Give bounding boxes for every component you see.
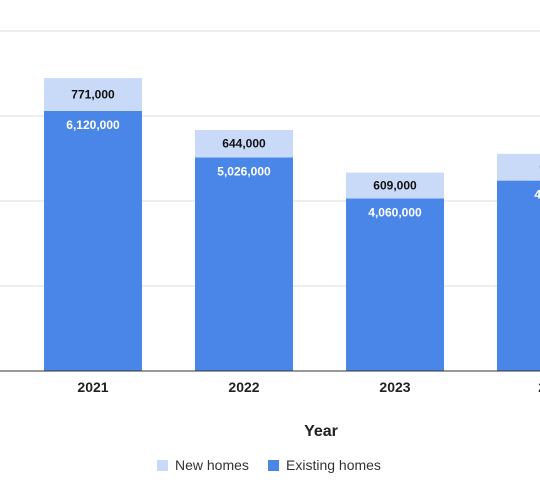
data-label-new-homes-2021: 771,000 [71,88,115,102]
bar-existing-homes-2023 [346,198,444,371]
data-label-existing-homes-2023: 4,060,000 [368,205,422,219]
bar-new-homes-2024 [497,153,540,181]
legend-label-existing-homes: Existing homes [286,457,381,473]
data-label-new-homes-2022: 644,000 [222,137,266,151]
x-tick-label-2023: 2023 [379,379,410,395]
x-tick-label-2021: 2021 [77,379,108,395]
legend-swatch-new-homes [157,460,168,471]
data-label-new-homes-2023: 609,000 [373,179,417,193]
data-label-existing-homes-2024: 4,48 [534,188,540,202]
bar-existing-homes-2024 [497,180,540,371]
legend: New homes Existing homes [157,457,381,473]
bar-existing-homes-2022 [195,157,293,371]
data-label-existing-homes-2022: 5,026,000 [217,164,271,178]
bar-existing-homes-2021 [44,110,142,372]
x-tick-label-2022: 2022 [228,379,259,395]
bar-new-homes-2023 [346,172,444,199]
legend-label-new-homes: New homes [175,457,249,473]
bar-new-homes-2022 [195,130,293,158]
legend-swatch-existing-homes [268,460,279,471]
x-tick-label-2024: 20 [538,379,540,395]
x-axis-title: Year [304,423,338,440]
bar-new-homes-2021 [44,78,142,111]
x-tick-labels: 2021 2022 2023 20 [77,379,540,395]
data-label-existing-homes-2021: 6,120,000 [66,118,120,132]
bars: 771,000 6,120,000 644,000 5,026,000 609,000 4… [44,78,540,372]
